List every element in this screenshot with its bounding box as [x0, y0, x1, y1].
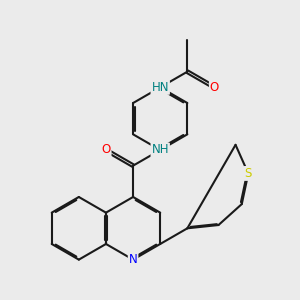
Text: NH: NH [152, 143, 169, 157]
Text: S: S [244, 167, 252, 180]
Text: O: O [101, 143, 111, 157]
Text: HN: HN [152, 81, 169, 94]
Text: N: N [129, 253, 137, 266]
Text: O: O [210, 81, 219, 94]
